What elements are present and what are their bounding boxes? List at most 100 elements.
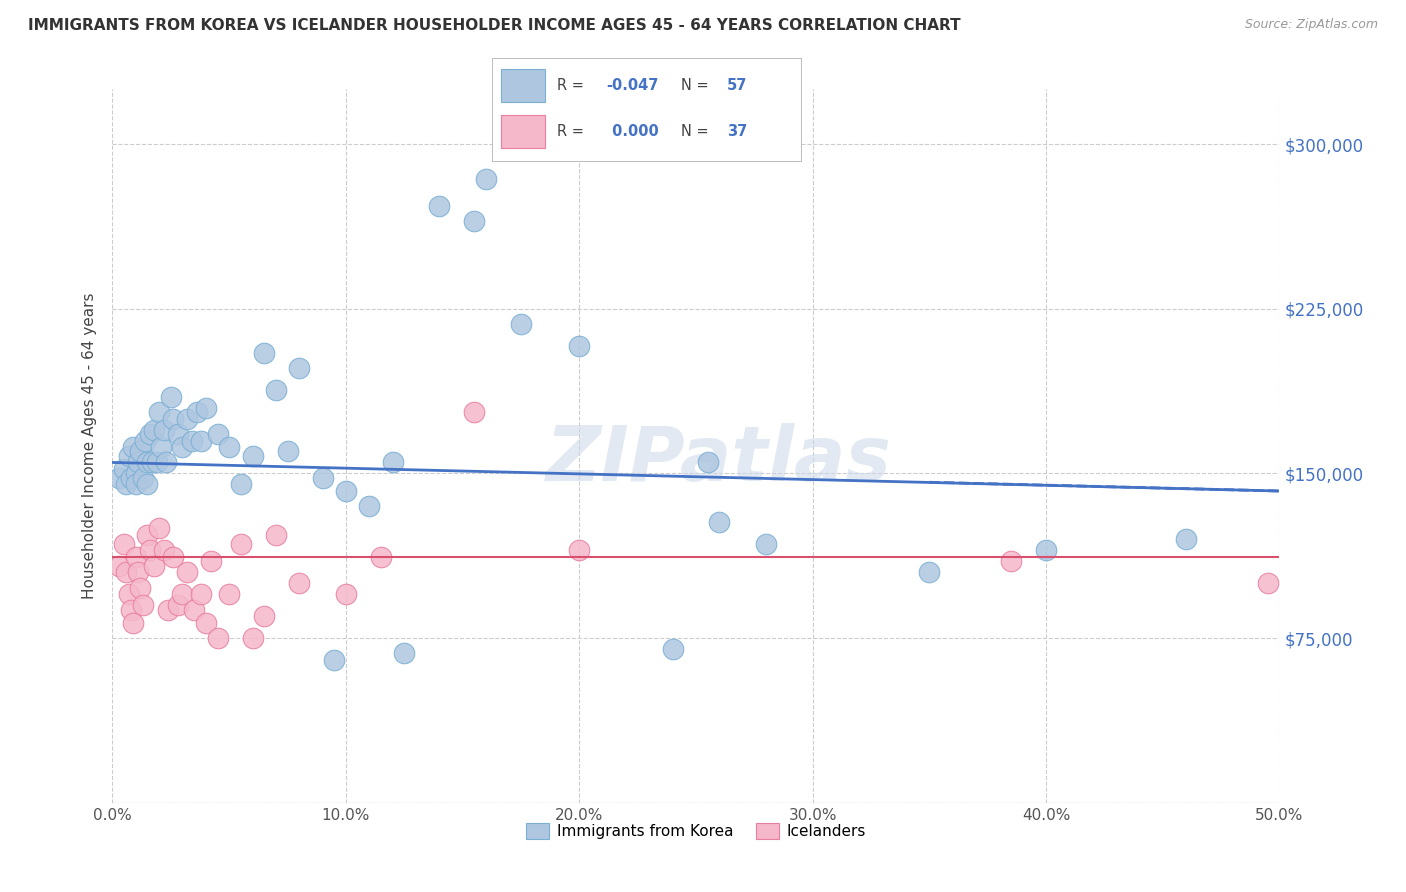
Text: R =: R = bbox=[557, 124, 589, 139]
Point bbox=[153, 423, 176, 437]
Point bbox=[136, 528, 159, 542]
Point bbox=[276, 444, 298, 458]
Point bbox=[218, 587, 240, 601]
Point bbox=[568, 543, 591, 558]
Point bbox=[463, 405, 485, 419]
Point bbox=[229, 537, 252, 551]
Point bbox=[122, 440, 145, 454]
Point bbox=[176, 411, 198, 425]
Text: 57: 57 bbox=[727, 78, 748, 93]
Bar bbox=[502, 115, 544, 148]
Point bbox=[186, 405, 208, 419]
Point bbox=[1000, 554, 1022, 568]
Point bbox=[129, 444, 152, 458]
Point bbox=[166, 426, 188, 441]
Point bbox=[136, 455, 159, 469]
Point bbox=[136, 477, 159, 491]
Point bbox=[143, 423, 166, 437]
Point bbox=[509, 317, 531, 331]
Point bbox=[242, 631, 264, 645]
Point bbox=[475, 172, 498, 186]
Point bbox=[120, 602, 142, 616]
Point bbox=[118, 449, 141, 463]
Point bbox=[108, 558, 131, 573]
Text: N =: N = bbox=[681, 78, 713, 93]
Point bbox=[264, 383, 287, 397]
Text: ZIPatlas: ZIPatlas bbox=[547, 424, 893, 497]
Point bbox=[146, 455, 169, 469]
Point bbox=[180, 434, 202, 448]
Point bbox=[661, 642, 683, 657]
Point bbox=[1175, 533, 1198, 547]
Point bbox=[335, 483, 357, 498]
Point bbox=[190, 587, 212, 601]
Point bbox=[127, 566, 149, 580]
Point bbox=[132, 471, 155, 485]
Point bbox=[120, 471, 142, 485]
Point bbox=[207, 426, 229, 441]
Point bbox=[288, 576, 311, 591]
Point bbox=[463, 214, 485, 228]
Point bbox=[143, 558, 166, 573]
Point bbox=[427, 198, 450, 212]
Point bbox=[311, 471, 333, 485]
Point bbox=[127, 455, 149, 469]
Bar bbox=[502, 70, 544, 102]
Point bbox=[108, 471, 131, 485]
Point bbox=[1257, 576, 1279, 591]
Point bbox=[139, 543, 162, 558]
Point bbox=[709, 515, 731, 529]
Point bbox=[253, 345, 276, 359]
Point bbox=[162, 549, 184, 564]
Point bbox=[207, 631, 229, 645]
Point bbox=[134, 434, 156, 448]
Point bbox=[122, 615, 145, 630]
Point bbox=[172, 587, 194, 601]
Point bbox=[242, 449, 264, 463]
Point bbox=[125, 467, 148, 481]
Point bbox=[125, 549, 148, 564]
Point bbox=[918, 566, 941, 580]
Point bbox=[288, 361, 311, 376]
Point bbox=[335, 587, 357, 601]
Text: R =: R = bbox=[557, 78, 589, 93]
Point bbox=[194, 401, 217, 415]
Point bbox=[323, 653, 346, 667]
Point bbox=[148, 521, 170, 535]
Point bbox=[141, 455, 163, 469]
Point bbox=[132, 598, 155, 612]
Text: -0.047: -0.047 bbox=[606, 78, 659, 93]
Point bbox=[194, 615, 217, 630]
Point bbox=[139, 426, 162, 441]
Point bbox=[381, 455, 404, 469]
Point bbox=[755, 537, 778, 551]
Text: 0.000: 0.000 bbox=[606, 124, 658, 139]
Point bbox=[166, 598, 188, 612]
Point bbox=[359, 500, 381, 514]
Point bbox=[264, 528, 287, 542]
Point bbox=[155, 455, 177, 469]
Point bbox=[162, 411, 184, 425]
Point bbox=[218, 440, 240, 454]
Point bbox=[370, 549, 392, 564]
Text: N =: N = bbox=[681, 124, 713, 139]
Point bbox=[115, 566, 138, 580]
Point bbox=[1035, 543, 1057, 558]
Point bbox=[229, 477, 252, 491]
Point bbox=[115, 477, 138, 491]
Point bbox=[200, 554, 222, 568]
Point bbox=[112, 462, 135, 476]
Point bbox=[568, 339, 591, 353]
Point bbox=[183, 602, 205, 616]
Point bbox=[153, 543, 176, 558]
Text: Source: ZipAtlas.com: Source: ZipAtlas.com bbox=[1244, 18, 1378, 31]
Point bbox=[176, 566, 198, 580]
Text: 37: 37 bbox=[727, 124, 748, 139]
Point bbox=[118, 587, 141, 601]
Y-axis label: Householder Income Ages 45 - 64 years: Householder Income Ages 45 - 64 years bbox=[82, 293, 97, 599]
Point bbox=[160, 390, 183, 404]
Point bbox=[172, 440, 194, 454]
Text: IMMIGRANTS FROM KOREA VS ICELANDER HOUSEHOLDER INCOME AGES 45 - 64 YEARS CORRELA: IMMIGRANTS FROM KOREA VS ICELANDER HOUSE… bbox=[28, 18, 960, 33]
Point bbox=[157, 602, 180, 616]
Point bbox=[394, 647, 416, 661]
